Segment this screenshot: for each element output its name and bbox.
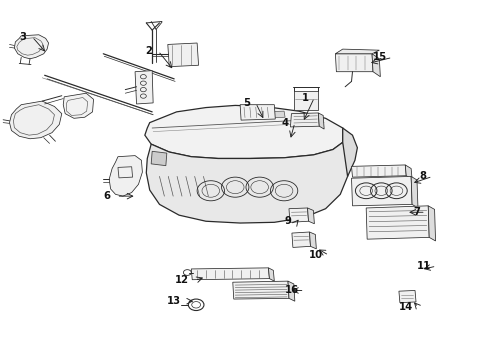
Polygon shape [294, 91, 318, 110]
Text: 11: 11 [416, 261, 431, 271]
Polygon shape [9, 101, 62, 139]
Polygon shape [366, 206, 429, 239]
Polygon shape [269, 268, 274, 281]
Polygon shape [310, 232, 317, 249]
Text: 1: 1 [301, 93, 309, 103]
Polygon shape [351, 165, 406, 177]
Polygon shape [405, 165, 412, 179]
Polygon shape [343, 128, 357, 176]
Polygon shape [168, 43, 198, 67]
Text: 13: 13 [167, 296, 180, 306]
Polygon shape [318, 113, 324, 129]
Polygon shape [335, 54, 373, 72]
Polygon shape [109, 156, 143, 196]
Text: 14: 14 [398, 302, 413, 312]
Text: 12: 12 [175, 275, 189, 285]
Text: 2: 2 [146, 46, 152, 56]
Text: 9: 9 [285, 216, 292, 226]
Polygon shape [372, 54, 380, 77]
Text: 6: 6 [103, 191, 111, 201]
Polygon shape [335, 49, 379, 54]
Polygon shape [191, 268, 270, 280]
Polygon shape [351, 176, 412, 206]
Text: 8: 8 [420, 171, 427, 181]
Text: 10: 10 [309, 250, 323, 260]
Polygon shape [308, 208, 315, 224]
Text: 5: 5 [243, 98, 250, 108]
Polygon shape [428, 206, 436, 241]
Text: 3: 3 [19, 32, 26, 41]
Polygon shape [145, 105, 343, 158]
Text: 16: 16 [285, 285, 299, 296]
Polygon shape [411, 176, 418, 208]
Polygon shape [233, 281, 289, 299]
Polygon shape [289, 208, 309, 222]
Polygon shape [265, 111, 285, 118]
Polygon shape [240, 105, 275, 120]
Polygon shape [288, 281, 295, 301]
Polygon shape [147, 142, 347, 223]
Polygon shape [291, 113, 319, 127]
Polygon shape [292, 232, 311, 247]
Text: 7: 7 [413, 207, 420, 217]
Polygon shape [63, 93, 94, 118]
Polygon shape [14, 35, 49, 59]
Text: 15: 15 [372, 52, 387, 62]
Polygon shape [135, 71, 153, 104]
Polygon shape [151, 151, 167, 166]
Polygon shape [399, 291, 416, 303]
Text: 4: 4 [282, 118, 289, 128]
